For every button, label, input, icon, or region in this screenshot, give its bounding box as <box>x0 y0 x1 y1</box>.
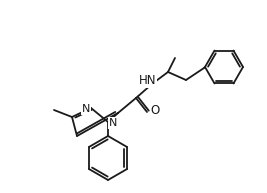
Text: O: O <box>150 104 160 118</box>
Text: N: N <box>109 118 117 128</box>
Text: HN: HN <box>139 74 157 87</box>
Text: N: N <box>82 104 90 114</box>
